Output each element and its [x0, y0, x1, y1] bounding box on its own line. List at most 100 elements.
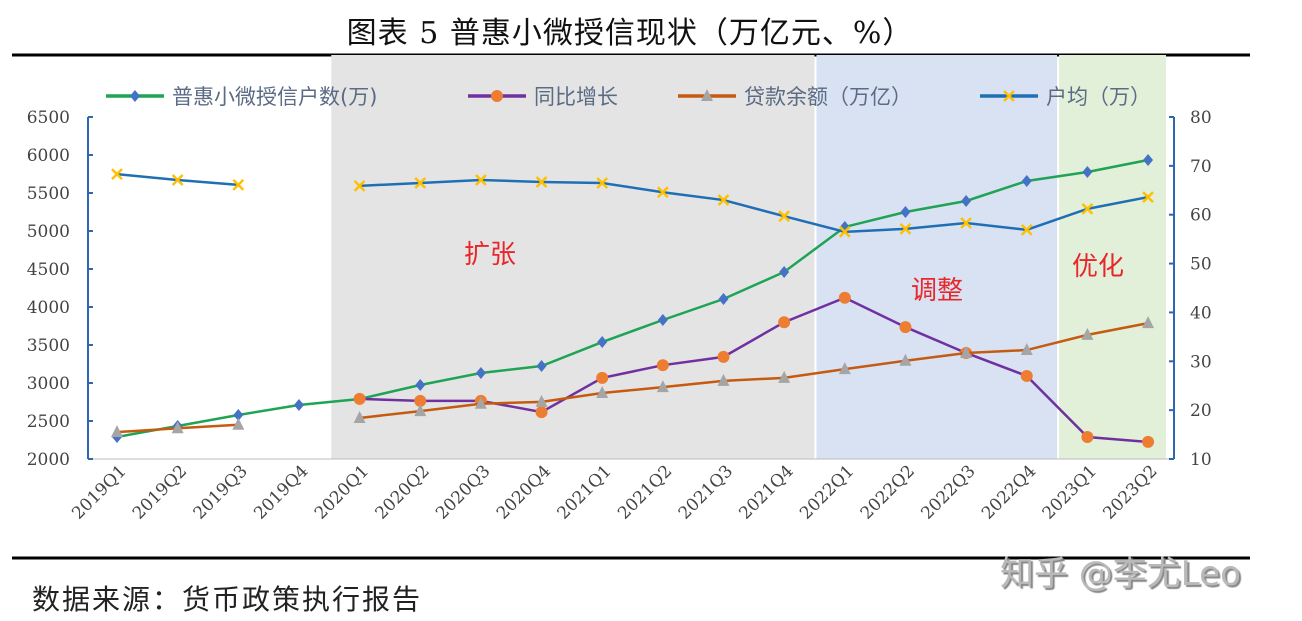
data-point-circle — [1020, 369, 1033, 382]
x-tick-label: 2022Q2 — [857, 461, 919, 523]
data-point-x — [838, 225, 851, 238]
x-tick-label: 2021Q2 — [614, 461, 676, 523]
data-source: 数据来源：货币政策执行报告 — [32, 583, 423, 616]
right-tick-label: 70 — [1190, 157, 1212, 177]
left-tick-label: 6000 — [27, 146, 70, 166]
data-point-circle — [899, 321, 912, 334]
data-point-x — [960, 217, 972, 229]
data-point-circle — [1081, 431, 1094, 444]
data-point-diamond — [233, 408, 244, 421]
data-point-x — [717, 194, 730, 206]
data-point-triangle — [535, 394, 548, 407]
data-point-triangle — [656, 380, 669, 393]
x-tick-label: 2020Q1 — [311, 461, 373, 523]
data-point-circle — [838, 291, 851, 304]
data-point-triangle — [474, 396, 487, 409]
phase-label: 优化 — [1072, 252, 1124, 282]
x-tick-label: 2021Q3 — [675, 461, 737, 523]
data-point-diamond — [1143, 154, 1154, 167]
phase-band — [1059, 55, 1166, 459]
left-tick-label: 5500 — [27, 184, 70, 204]
data-point-diamond — [718, 293, 729, 306]
legend-label: 同比增长 — [534, 85, 618, 109]
phase-label: 调整 — [911, 276, 963, 306]
data-point-triangle — [899, 353, 912, 366]
data-point-diamond — [900, 206, 911, 218]
data-point-diamond — [536, 359, 547, 372]
data-point-diamond — [657, 313, 668, 326]
x-tick-label: 2021Q1 — [553, 461, 615, 523]
data-point-circle — [535, 406, 548, 419]
phase-band — [816, 55, 1058, 459]
x-tick-label: 2019Q2 — [129, 461, 191, 523]
data-point-triangle — [414, 404, 427, 417]
data-point-x — [232, 179, 245, 191]
data-point-circle — [353, 392, 366, 405]
data-point-triangle — [838, 362, 851, 375]
legend-label: 户均（万） — [1046, 85, 1151, 109]
data-point-x — [1020, 223, 1033, 236]
legend-label: 普惠小微授信户数(万) — [172, 85, 377, 109]
x-tick-label: 2023Q2 — [1099, 461, 1161, 523]
data-point-x — [899, 222, 912, 235]
data-point-triangle — [232, 417, 245, 430]
data-point-triangle — [1020, 343, 1033, 356]
x-tick-label: 2022Q3 — [917, 461, 979, 523]
right-tick-label: 60 — [1190, 206, 1212, 226]
x-tick-label: 2020Q3 — [432, 461, 494, 523]
x-tick-label: 2019Q3 — [190, 461, 252, 523]
right-tick-label: 30 — [1190, 352, 1212, 372]
right-tick-label: 10 — [1190, 450, 1212, 470]
data-point-diamond — [961, 194, 972, 207]
data-point-x — [778, 210, 791, 223]
data-point-x — [1003, 90, 1015, 102]
data-point-diamond — [1082, 166, 1093, 179]
x-tick-label: 2023Q1 — [1039, 461, 1101, 523]
right-tick-label: 20 — [1190, 401, 1212, 421]
data-point-x — [171, 174, 184, 186]
data-point-triangle — [1142, 316, 1155, 329]
left-tick-label: 2000 — [27, 450, 70, 470]
data-point-circle — [1142, 435, 1155, 448]
left-tick-label: 3500 — [27, 336, 70, 356]
data-point-circle — [778, 316, 791, 329]
legend-label: 贷款余额（万亿） — [744, 85, 912, 109]
data-point-x — [353, 180, 366, 192]
data-point-triangle — [111, 425, 123, 438]
x-tick-label: 2020Q2 — [372, 461, 434, 523]
left-tick-label: 5000 — [27, 222, 70, 242]
data-point-circle — [491, 90, 503, 102]
data-point-circle — [596, 371, 609, 384]
data-point-triangle — [717, 373, 730, 386]
right-tick-label: 40 — [1190, 303, 1212, 323]
data-point-triangle — [960, 345, 973, 358]
data-point-x — [1142, 191, 1154, 204]
data-point-diamond — [597, 336, 608, 349]
data-point-triangle — [701, 89, 713, 101]
watermark: 知乎 @李尤Leo — [1000, 554, 1241, 594]
data-point-triangle — [353, 410, 366, 423]
data-point-triangle — [1081, 327, 1094, 340]
data-point-diamond — [293, 398, 304, 411]
data-point-x — [535, 176, 548, 188]
data-point-triangle — [778, 370, 791, 383]
series-line — [116, 158, 1149, 439]
data-point-x — [414, 177, 427, 189]
data-point-diamond — [415, 378, 426, 391]
data-point-x — [1081, 202, 1094, 215]
data-point-diamond — [130, 90, 140, 102]
x-tick-label: 2022Q1 — [796, 461, 858, 523]
data-point-x — [475, 174, 487, 186]
data-point-diamond — [1021, 174, 1032, 187]
data-point-x — [111, 168, 123, 181]
x-tick-label: 2019Q4 — [250, 461, 312, 523]
chart-title: 图表 5 普惠小微授信现状（万亿元、%） — [346, 16, 914, 51]
x-tick-label: 2019Q1 — [68, 461, 130, 523]
left-tick-label: 6500 — [27, 108, 70, 128]
x-tick-label: 2020Q4 — [493, 461, 555, 523]
right-tick-label: 80 — [1190, 108, 1212, 128]
data-point-circle — [414, 394, 427, 407]
data-point-diamond — [779, 265, 790, 278]
x-tick-label: 2021Q4 — [735, 461, 797, 523]
